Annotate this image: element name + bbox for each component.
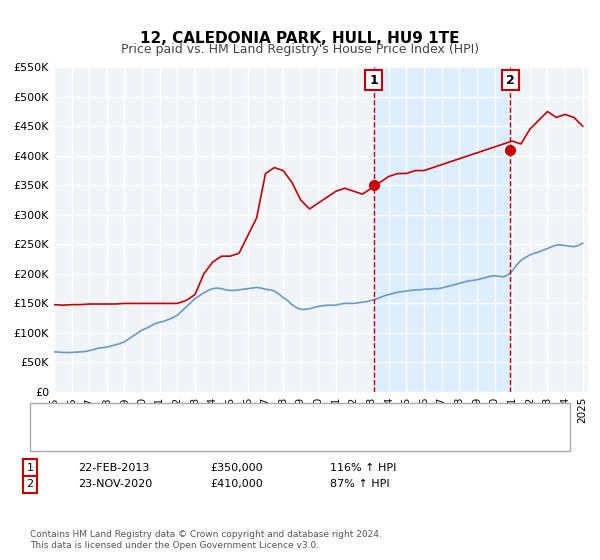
Text: 22-FEB-2013: 22-FEB-2013 (78, 463, 149, 473)
Bar (374, 67, 511, 392)
Text: 12, CALEDONIA PARK, HULL, HU9 1TE: 12, CALEDONIA PARK, HULL, HU9 1TE (140, 31, 460, 46)
Text: 1: 1 (26, 463, 34, 473)
Text: £410,000: £410,000 (210, 479, 263, 489)
Text: HPI: Average price, detached house, City of Kingston upon Hull: HPI: Average price, detached house, City… (78, 433, 407, 443)
Text: 23-NOV-2020: 23-NOV-2020 (78, 479, 152, 489)
Text: £350,000: £350,000 (210, 463, 263, 473)
Text: 87% ↑ HPI: 87% ↑ HPI (330, 479, 389, 489)
Text: Price paid vs. HM Land Registry's House Price Index (HPI): Price paid vs. HM Land Registry's House … (121, 43, 479, 56)
Text: 1: 1 (369, 74, 378, 87)
Text: This data is licensed under the Open Government Licence v3.0.: This data is licensed under the Open Gov… (30, 542, 319, 550)
Text: Contains HM Land Registry data © Crown copyright and database right 2024.: Contains HM Land Registry data © Crown c… (30, 530, 382, 539)
Text: 12, CALEDONIA PARK, HULL, HU9 1TE (detached house): 12, CALEDONIA PARK, HULL, HU9 1TE (detac… (78, 412, 368, 422)
Text: 2: 2 (506, 74, 515, 87)
Text: 2: 2 (26, 479, 34, 489)
Text: ——: —— (42, 410, 73, 424)
Text: ——: —— (42, 431, 73, 445)
Text: 116% ↑ HPI: 116% ↑ HPI (330, 463, 397, 473)
